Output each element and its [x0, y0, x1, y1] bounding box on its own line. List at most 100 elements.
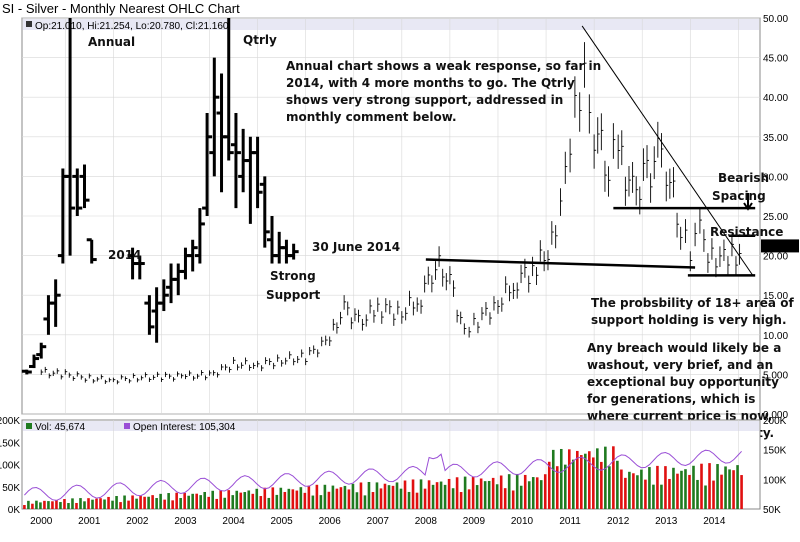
volume-bar — [559, 448, 563, 509]
volume-bar — [211, 490, 215, 509]
volume-bar — [239, 492, 243, 509]
volume-bar — [656, 465, 659, 509]
volume-bar — [115, 496, 118, 509]
volume-bar — [708, 463, 711, 509]
annotation-annual: Annual — [88, 35, 135, 49]
volume-bar — [131, 495, 134, 509]
volume-bar — [539, 480, 543, 509]
volume-bar — [487, 480, 491, 509]
volume-bar — [519, 485, 523, 509]
volume-bar — [584, 453, 587, 509]
chart-title: SI - Silver - Monthly Nearest OHLC Chart — [2, 1, 240, 16]
x-tick-label: 2008 — [415, 516, 438, 527]
volume-bar — [191, 493, 194, 509]
volume-bar — [399, 488, 403, 509]
volume-bar — [692, 465, 695, 509]
annotation-comment-line: Annual chart shows a weak response, so f… — [286, 59, 601, 73]
volume-bar — [471, 477, 475, 509]
volume-bar — [327, 491, 331, 509]
volume-bar — [39, 502, 42, 509]
vol-left-tick: 150K — [0, 438, 20, 449]
volume-bar — [475, 485, 479, 509]
volume-bar — [279, 487, 283, 509]
volume-bar — [451, 488, 455, 509]
y-tick-label: 5.000 — [763, 370, 788, 381]
volume-bar — [83, 501, 86, 509]
vol-left-tick: 0K — [8, 505, 21, 516]
volume-bar — [415, 492, 419, 509]
volume-bar — [127, 500, 130, 509]
volume-bar — [103, 499, 106, 509]
annotation-breach-line: washout, very brief, and an — [587, 358, 773, 372]
volume-bar — [295, 490, 299, 509]
volume-bar — [75, 502, 78, 509]
volume-bar — [79, 498, 82, 509]
volume-bar — [563, 464, 567, 509]
volume-bar — [644, 479, 647, 509]
volume-bar — [195, 493, 198, 509]
oi-right-tick: 200K — [763, 416, 787, 427]
volume-bar — [664, 466, 667, 509]
volume-bar — [47, 501, 50, 509]
volume-bar — [491, 477, 495, 509]
x-tick-label: 2007 — [367, 516, 390, 527]
volume-bar — [495, 484, 499, 509]
volume-bar — [183, 492, 186, 509]
volume-bar — [555, 466, 559, 509]
volume-bar — [139, 495, 142, 509]
volume-bar — [616, 460, 619, 509]
annotation-qtrly: Qtrly — [243, 33, 277, 47]
volume-bar — [31, 503, 34, 509]
volume-bar — [379, 488, 383, 509]
volume-bar — [383, 483, 387, 509]
volume-bar — [263, 487, 267, 509]
open-interest-line — [24, 449, 742, 501]
volume-bar — [588, 451, 591, 509]
volume-bar — [712, 480, 715, 509]
volume-bar — [271, 487, 275, 509]
volume-bar — [367, 481, 371, 509]
volume-bar — [652, 484, 655, 509]
volume-bar — [43, 500, 46, 509]
volume-bar — [143, 496, 146, 509]
volume-bar — [155, 498, 158, 509]
volume-bar — [628, 471, 631, 509]
annotation-strong: Strong — [270, 269, 316, 283]
volume-bar — [720, 474, 723, 509]
volume-bar — [716, 464, 719, 509]
volume-bar — [335, 488, 339, 509]
volume-bar — [51, 501, 54, 509]
vol-legend-swatch — [26, 423, 32, 429]
vol-left-tick: 100K — [0, 461, 20, 472]
volume-bar — [163, 499, 166, 509]
volume-bar — [431, 484, 435, 509]
volume-panel: 2000 2001 2002 2003 2004 2005 2006 2007 2008 2009… — [0, 416, 787, 527]
volume-bar — [700, 463, 703, 509]
volume-bar — [479, 478, 483, 509]
volume-bar — [531, 477, 535, 509]
y-tick-label: 20.00 — [763, 252, 788, 263]
volume-bar — [159, 493, 162, 509]
volume-bar — [680, 470, 683, 509]
volume-bar — [732, 470, 735, 509]
volume-bar — [636, 475, 639, 509]
volume-bar — [439, 481, 443, 509]
volume-bar — [307, 485, 311, 509]
volume-bar — [35, 500, 38, 509]
volume-bar — [535, 477, 539, 509]
annotation-resistance: Resistance — [710, 225, 783, 239]
volume-bar — [227, 490, 231, 509]
y-tick-label: 10.00 — [763, 331, 788, 342]
volume-bar — [299, 487, 303, 509]
oi-legend-swatch — [124, 423, 130, 429]
y-tick-label: 30.00 — [763, 172, 788, 183]
x-tick-label: 2005 — [270, 516, 293, 527]
annotation-breach-line: for generations, which is — [587, 392, 755, 406]
volume-bar — [511, 490, 515, 509]
volume-bar — [527, 481, 531, 509]
volume-bar — [547, 461, 551, 509]
vol-legend-text: Vol: 45,674 — [35, 422, 85, 433]
volume-bar — [119, 502, 122, 509]
volume-bar — [247, 490, 251, 509]
annotation-bearish: Bearish — [718, 171, 769, 185]
